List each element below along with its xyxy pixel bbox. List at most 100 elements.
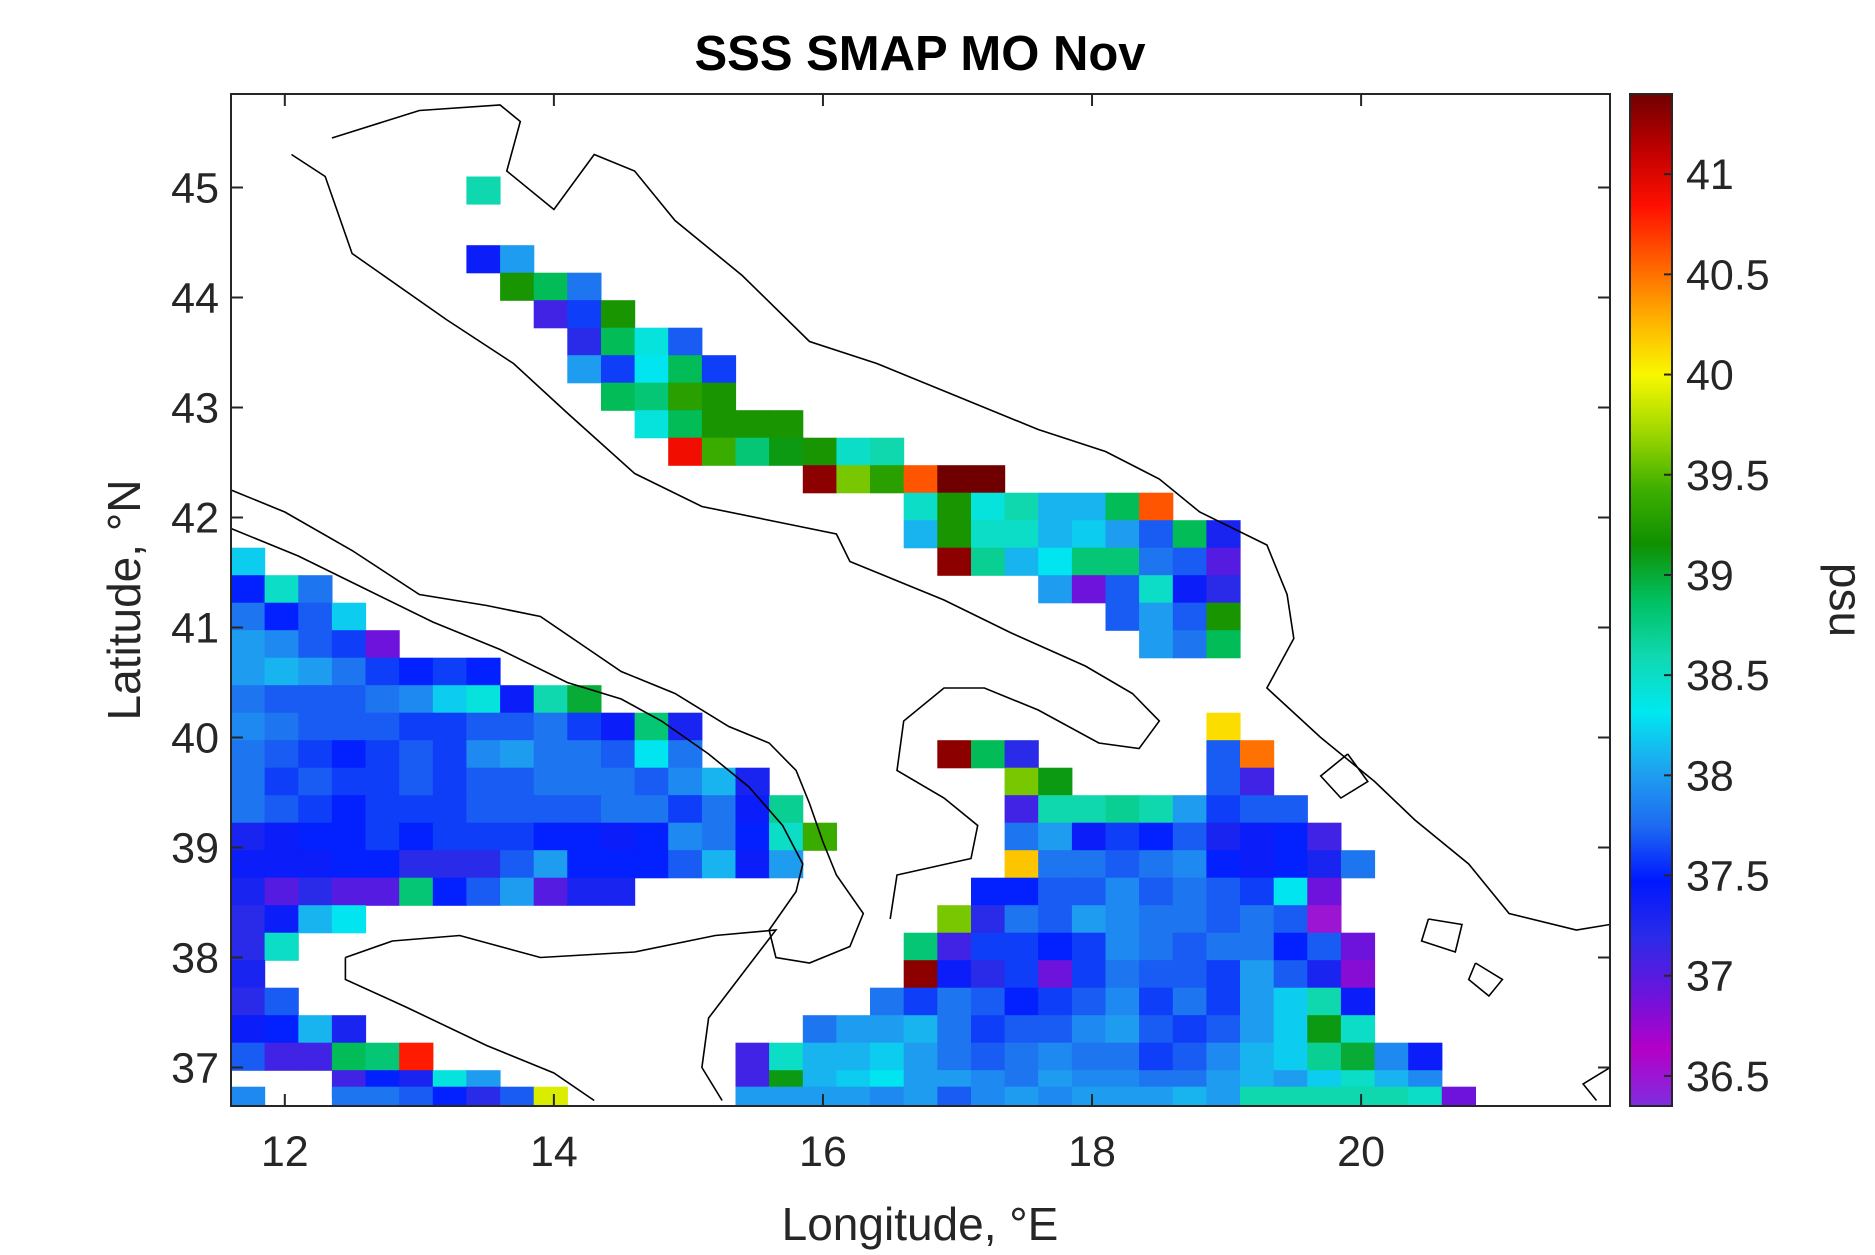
salinity-cell bbox=[1139, 877, 1174, 906]
salinity-cell bbox=[971, 987, 1006, 1016]
salinity-cell bbox=[1340, 1015, 1376, 1044]
salinity-cell bbox=[1172, 547, 1207, 576]
salinity-cell bbox=[466, 712, 501, 741]
salinity-cell bbox=[264, 685, 299, 714]
salinity-cell bbox=[432, 740, 467, 769]
y-tick-label: 38 bbox=[171, 935, 219, 983]
salinity-cell bbox=[231, 1042, 266, 1071]
salinity-cell bbox=[1105, 1042, 1140, 1071]
salinity-cell bbox=[231, 932, 266, 961]
salinity-cell bbox=[1139, 795, 1174, 824]
salinity-cell bbox=[870, 437, 905, 466]
salinity-cell bbox=[264, 740, 299, 769]
salinity-cell bbox=[870, 1015, 905, 1044]
salinity-cell bbox=[802, 1042, 837, 1071]
salinity-cell bbox=[1273, 1086, 1308, 1106]
coastline bbox=[1420, 918, 1463, 954]
salinity-cell bbox=[399, 767, 434, 796]
salinity-cell bbox=[601, 382, 636, 411]
salinity-cell bbox=[634, 822, 669, 851]
salinity-cell bbox=[1004, 850, 1039, 879]
salinity-cell bbox=[1240, 795, 1275, 824]
salinity-cell bbox=[1139, 520, 1174, 549]
salinity-cell bbox=[567, 767, 602, 796]
salinity-cell bbox=[1004, 932, 1039, 961]
salinity-cell bbox=[1206, 602, 1241, 631]
salinity-cell bbox=[298, 657, 333, 686]
colorbar-tick-label: 39.5 bbox=[1686, 452, 1770, 500]
salinity-cell bbox=[1172, 877, 1207, 906]
colorbar-label: psu bbox=[1820, 563, 1872, 637]
salinity-cell bbox=[1071, 547, 1107, 576]
salinity-cell bbox=[1038, 492, 1073, 521]
salinity-cell bbox=[1071, 575, 1107, 604]
salinity-cell bbox=[533, 300, 568, 329]
salinity-cell bbox=[903, 465, 938, 494]
salinity-cell bbox=[1172, 932, 1207, 961]
salinity-cell bbox=[264, 1042, 299, 1071]
salinity-cell bbox=[1038, 767, 1073, 796]
salinity-cell bbox=[567, 740, 602, 769]
salinity-cell bbox=[466, 657, 501, 686]
salinity-cell bbox=[1340, 850, 1376, 879]
salinity-cell bbox=[1240, 960, 1275, 989]
salinity-cell bbox=[1172, 960, 1207, 989]
salinity-cell bbox=[870, 987, 905, 1016]
salinity-cell bbox=[971, 492, 1006, 521]
salinity-cell bbox=[1206, 960, 1241, 989]
salinity-cell bbox=[1340, 1042, 1376, 1071]
salinity-cell bbox=[1139, 630, 1174, 659]
salinity-cell bbox=[500, 822, 535, 851]
salinity-cell bbox=[1374, 1086, 1409, 1106]
salinity-cell bbox=[903, 1015, 938, 1044]
salinity-cell bbox=[1206, 932, 1241, 961]
salinity-cell bbox=[1172, 987, 1207, 1016]
salinity-cell bbox=[567, 300, 602, 329]
colorbar-tick-label: 37.5 bbox=[1686, 853, 1770, 901]
salinity-cell bbox=[937, 1042, 972, 1071]
salinity-cell bbox=[601, 767, 636, 796]
salinity-cell bbox=[1038, 877, 1073, 906]
salinity-cell bbox=[1071, 932, 1107, 961]
salinity-cell bbox=[1004, 877, 1039, 906]
salinity-cell bbox=[399, 877, 434, 906]
y-tick-label: 43 bbox=[171, 385, 219, 433]
salinity-cell bbox=[1206, 822, 1241, 851]
salinity-cell bbox=[971, 740, 1006, 769]
y-tick-label: 45 bbox=[171, 165, 219, 213]
salinity-cell bbox=[937, 932, 972, 961]
salinity-cell bbox=[567, 822, 602, 851]
salinity-cell bbox=[298, 1042, 333, 1071]
salinity-cell bbox=[500, 712, 535, 741]
salinity-cell bbox=[1240, 767, 1275, 796]
salinity-cell bbox=[668, 795, 703, 824]
salinity-cell bbox=[331, 877, 367, 906]
salinity-cell bbox=[1038, 850, 1073, 879]
salinity-cell bbox=[1172, 630, 1207, 659]
salinity-cell bbox=[769, 1086, 804, 1106]
salinity-cell bbox=[1172, 520, 1207, 549]
salinity-cell bbox=[971, 877, 1006, 906]
colorbar-ticks: 36.5 37 37.5 38 38.5 39 39.5 40 40.5 41 bbox=[1664, 151, 1770, 1101]
salinity-cell bbox=[331, 630, 367, 659]
salinity-cell bbox=[1240, 850, 1275, 879]
salinity-cell bbox=[298, 850, 333, 879]
salinity-cell bbox=[1139, 987, 1174, 1016]
salinity-cell bbox=[500, 767, 535, 796]
salinity-cell bbox=[971, 960, 1006, 989]
salinity-cell bbox=[1340, 987, 1376, 1016]
salinity-cell bbox=[1206, 877, 1241, 906]
salinity-cell bbox=[937, 987, 972, 1016]
salinity-cell bbox=[668, 712, 703, 741]
salinity-cell bbox=[1038, 1086, 1073, 1106]
salinity-cell bbox=[802, 1086, 837, 1106]
salinity-cell bbox=[971, 1042, 1006, 1071]
salinity-cell bbox=[1172, 1015, 1207, 1044]
salinity-cell bbox=[937, 1086, 972, 1106]
salinity-cell bbox=[432, 1086, 467, 1106]
salinity-cell bbox=[903, 520, 938, 549]
salinity-cell bbox=[231, 685, 266, 714]
salinity-cell bbox=[264, 795, 299, 824]
salinity-cell bbox=[466, 740, 501, 769]
salinity-cell bbox=[264, 1015, 299, 1044]
